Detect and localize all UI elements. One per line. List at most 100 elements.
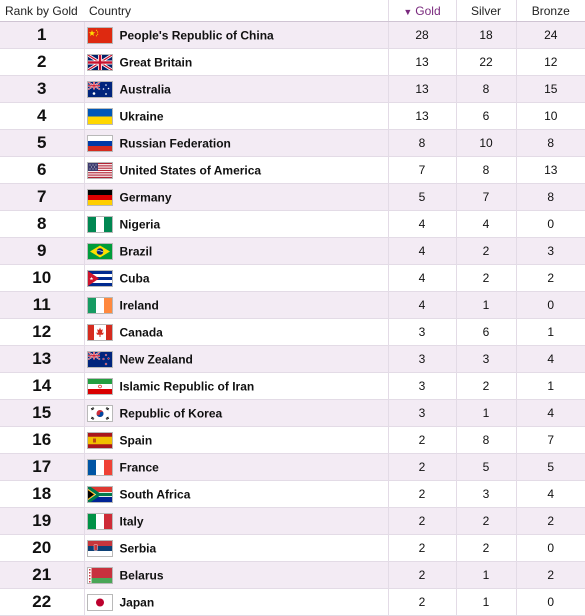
gold-cell: 13 [388,75,457,103]
country-cell: Australia [84,75,389,103]
gold-cell: 2 [388,480,457,508]
russia-flag-icon [86,134,113,152]
silver-cell: 7 [456,183,517,211]
silver-cell: 5 [456,453,517,481]
country-name[interactable]: Cuba [119,271,150,285]
gold-cell: 4 [388,291,457,319]
bronze-cell: 10 [516,102,585,130]
country-cell: United States of America [84,156,389,184]
country-name[interactable]: France [119,460,159,474]
gold-cell: 4 [388,264,457,292]
bronze-cell: 24 [516,21,585,49]
new-zealand-flag-icon [86,350,113,368]
country-name[interactable]: Serbia [119,541,157,555]
gold-cell: 3 [388,399,457,427]
silver-cell: 1 [456,291,517,319]
silver-cell: 1 [456,561,517,589]
table-row: 10 Cuba 4 2 2 [0,264,585,292]
table-row: 16 Spain 2 8 7 [0,426,585,454]
silver-cell: 3 [456,480,517,508]
silver-cell: 6 [456,318,517,346]
canada-flag-icon [86,323,113,341]
silver-cell: 8 [456,426,517,454]
country-name[interactable]: Spain [119,433,153,447]
bronze-cell: 0 [516,210,585,238]
table-row: 14 Islamic Republic of Iran 3 2 1 [0,372,585,400]
rank-cell: 20 [0,534,85,562]
table-row: 11 Ireland 4 1 0 [0,291,585,319]
rank-cell: 16 [0,426,85,454]
country-name[interactable]: Japan [119,595,155,609]
cuba-flag-icon [86,269,113,287]
country-name[interactable]: Australia [119,82,171,96]
table-row: 20 Serbia 2 2 0 [0,534,585,562]
bronze-cell: 1 [516,372,585,400]
rank-cell: 7 [0,183,85,211]
bronze-cell: 12 [516,48,585,76]
country-cell: Great Britain [84,48,389,76]
rank-cell: 17 [0,453,85,481]
gold-cell: 2 [388,426,457,454]
bronze-cell: 8 [516,183,585,211]
silver-cell: 3 [456,345,517,373]
gold-cell: 2 [388,534,457,562]
country-name[interactable]: Canada [119,325,163,339]
country-name[interactable]: Republic of Korea [119,406,223,420]
header-silver[interactable]: Silver [455,0,516,22]
country-cell: Germany [84,183,389,211]
header-bronze[interactable]: Bronze [515,0,585,22]
brazil-flag-icon [86,242,113,260]
country-name[interactable]: Italy [119,514,144,528]
south-africa-flag-icon [86,485,113,503]
bronze-cell: 5 [516,453,585,481]
country-name[interactable]: South Africa [119,487,191,501]
country-cell: Cuba [84,264,389,292]
iran-flag-icon [86,377,113,395]
bronze-cell: 2 [516,561,585,589]
country-name[interactable]: Germany [119,190,172,204]
country-name[interactable]: Nigeria [119,217,161,231]
header-gold[interactable]: ▼ Gold [387,0,456,22]
header-rank[interactable]: Rank by Gold [0,0,84,22]
country-name[interactable]: Great Britain [119,55,193,69]
table-row: 9 Brazil 4 2 3 [0,237,585,265]
germany-flag-icon [86,188,113,206]
sort-down-icon: ▼ [403,6,413,17]
table-row: 8 Nigeria 4 4 0 [0,210,585,238]
gold-cell: 2 [388,588,457,616]
country-name[interactable]: United States of America [119,163,262,177]
silver-cell: 2 [456,372,517,400]
silver-cell: 2 [456,237,517,265]
ireland-flag-icon [86,296,113,314]
great-britain-flag-icon [86,53,113,71]
bronze-cell: 2 [516,507,585,535]
gold-cell: 3 [388,318,457,346]
table-header-row: Rank by Gold Country ▼ Gold Silver Bronze [0,0,585,22]
bronze-cell: 8 [516,129,585,157]
rank-cell: 11 [0,291,85,319]
gold-cell: 8 [388,129,457,157]
bronze-cell: 0 [516,588,585,616]
country-name[interactable]: Islamic Republic of Iran [119,379,255,393]
country-name[interactable]: Belarus [119,568,164,582]
country-name[interactable]: People's Republic of China [119,28,274,42]
rank-cell: 22 [0,588,85,616]
serbia-flag-icon [86,539,113,557]
silver-cell: 4 [456,210,517,238]
gold-cell: 2 [388,507,457,535]
header-country[interactable]: Country [84,0,388,22]
rank-cell: 21 [0,561,85,589]
country-cell: Spain [84,426,389,454]
country-name[interactable]: New Zealand [119,352,193,366]
country-name[interactable]: Ireland [119,298,159,312]
rank-cell: 13 [0,345,85,373]
gold-cell: 3 [388,372,457,400]
country-name[interactable]: Russian Federation [119,136,231,150]
country-name[interactable]: Brazil [119,244,153,258]
country-name[interactable]: Ukraine [119,109,164,123]
country-cell: Ireland [84,291,389,319]
country-cell: Russian Federation [84,129,389,157]
china-flag-icon [86,26,113,44]
gold-cell: 4 [388,210,457,238]
rank-cell: 8 [0,210,85,238]
